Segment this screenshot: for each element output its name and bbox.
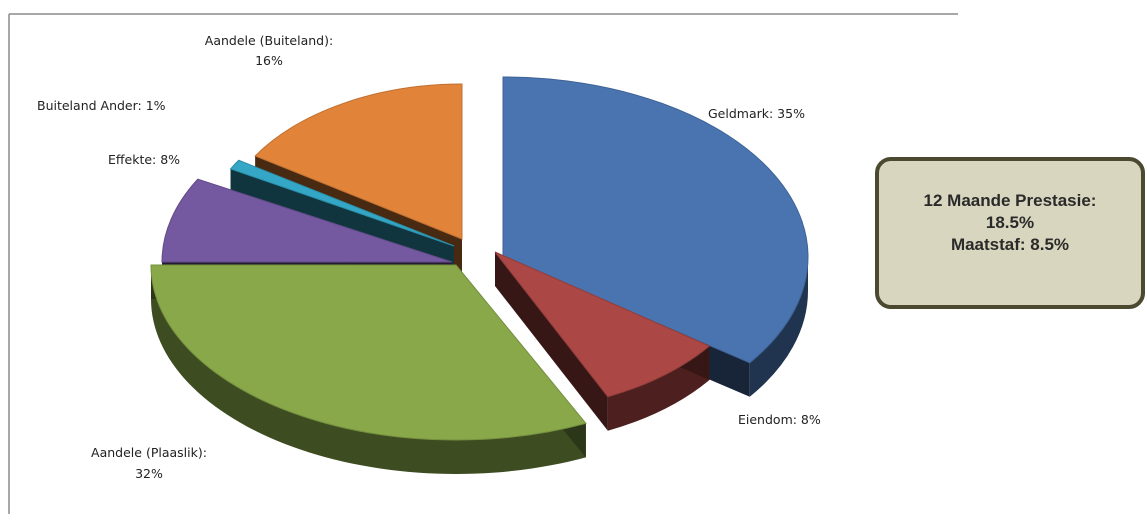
callout-line-value: 18.5% bbox=[985, 213, 1035, 232]
slice-aandele-buiteland- bbox=[254, 83, 463, 240]
slice-effekte bbox=[161, 178, 453, 263]
label-eiendom: Eiendom: 8% bbox=[738, 412, 821, 427]
label-aandele-buiteland-: Aandele (Buiteland): bbox=[205, 33, 333, 48]
pie-labels: Geldmark: 35% Eiendom: 8% Aandele (Plaasli… bbox=[37, 33, 821, 481]
label-geldmark: Geldmark: 35% bbox=[708, 106, 805, 121]
performance-callout: 12 Maande Prestasie: 18.5% Maatstaf: 8.5… bbox=[875, 157, 1145, 309]
slice-wall-aandele-plaaslik- bbox=[151, 265, 586, 474]
callout-line-performance: 12 Maande Prestasie: bbox=[923, 191, 1097, 210]
slice-eiendom bbox=[494, 251, 711, 398]
label-aandele-plaaslik-: Aandele (Plaaslik): bbox=[91, 445, 207, 460]
slice-buiteland-ander bbox=[229, 159, 455, 247]
label-buiteland-ander: Buiteland Ander: 1% bbox=[37, 98, 166, 113]
slice-wall-geldmark bbox=[749, 257, 808, 397]
callout-line-benchmark: Maatstaf: 8.5% bbox=[950, 235, 1070, 254]
label-value-aandele-buiteland-: 16% bbox=[255, 53, 283, 68]
label-effekte: Effekte: 8% bbox=[108, 152, 180, 167]
slice-aandele-plaaslik- bbox=[150, 264, 587, 441]
slice-geldmark bbox=[502, 76, 809, 364]
label-value-aandele-plaaslik-: 32% bbox=[135, 466, 163, 481]
slice-side-1-1 bbox=[495, 252, 608, 431]
pie-slices bbox=[150, 76, 809, 474]
